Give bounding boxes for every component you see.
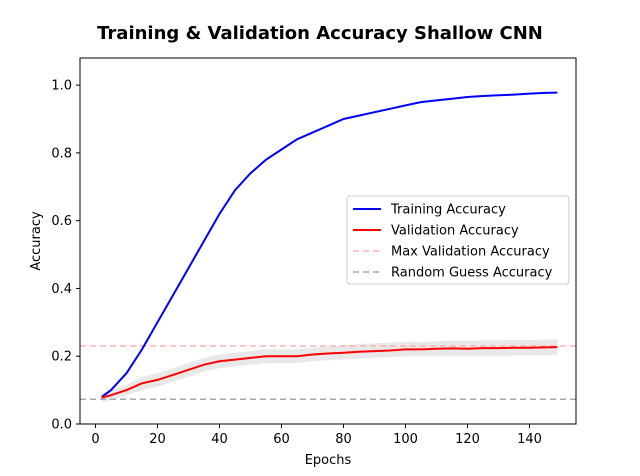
x-tick-label: 60 (273, 432, 290, 447)
plot-frame (79, 57, 577, 425)
training-accuracy-line (101, 91, 558, 398)
plot-area (80, 91, 576, 402)
y-axis-label: Accuracy (29, 211, 44, 271)
x-tick-label: 80 (335, 432, 352, 447)
legend-label-training: Training Accuracy (390, 203, 506, 218)
x-axis-label: Epochs (305, 453, 352, 468)
y-axis: 0.0 0.2 0.4 0.6 0.8 1.0 (51, 79, 80, 433)
legend-label-random-guess: Random Guess Accuracy (391, 266, 553, 281)
x-tick-label: 120 (455, 432, 480, 447)
y-tick-label: 0.4 (51, 282, 72, 297)
legend-label-validation: Validation Accuracy (391, 224, 519, 239)
y-tick-label: 0.2 (51, 350, 72, 365)
x-tick-label: 0 (91, 432, 99, 447)
x-tick-label: 40 (211, 432, 228, 447)
legend: Training Accuracy Validation Accuracy Ma… (346, 195, 570, 285)
y-tick-label: 0.0 (51, 418, 72, 433)
x-axis: 0 20 40 60 80 100 120 140 (91, 424, 542, 447)
legend-label-max-validation: Max Validation Accuracy (391, 245, 550, 260)
legend-box (346, 195, 570, 285)
chart-title: Training & Validation Accuracy Shallow C… (97, 23, 543, 44)
validation-band (101, 339, 558, 402)
x-tick-label: 20 (149, 432, 166, 447)
x-tick-label: 140 (517, 432, 542, 447)
y-tick-label: 1.0 (51, 79, 72, 94)
y-tick-label: 0.6 (51, 214, 72, 229)
y-tick-label: 0.8 (51, 146, 72, 161)
validation-accuracy-line (101, 346, 558, 399)
x-tick-label: 100 (393, 432, 418, 447)
